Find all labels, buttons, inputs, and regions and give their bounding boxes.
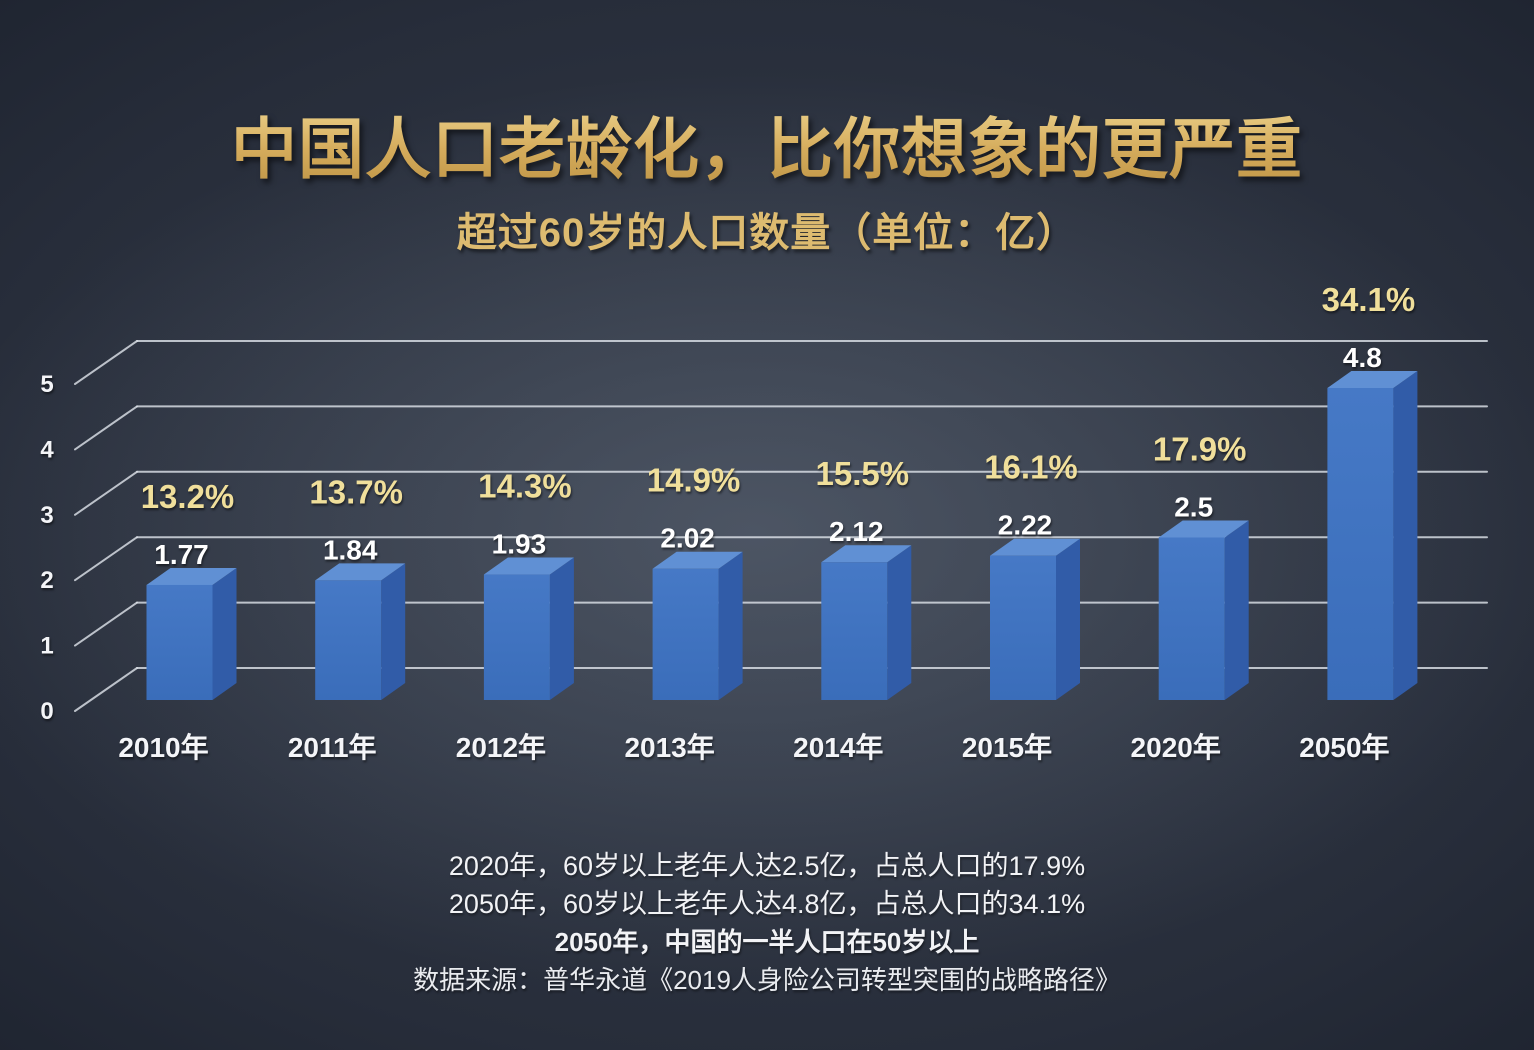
- x-axis-label: 2013年: [624, 731, 714, 763]
- grid-diagonal: [74, 340, 138, 385]
- x-axis-label: 2010年: [118, 731, 208, 763]
- grid-diagonal: [74, 667, 138, 712]
- bar-percent-label: 13.7%: [309, 473, 403, 510]
- x-axis-label: 2050年: [1299, 731, 1389, 763]
- bar-value-label: 2.22: [998, 510, 1053, 541]
- data-source-note: 数据来源：普华永道《2019人身险公司转型突围的战略路径》: [413, 965, 1121, 995]
- bar-value-label: 2.12: [829, 516, 884, 547]
- bar-side-face: [1393, 371, 1418, 700]
- grid-diagonal: [74, 405, 138, 451]
- footnote-2050: 2050年，60岁以上老年人达4.8亿，占总人口的34.1%: [448, 889, 1086, 919]
- bar: [146, 584, 213, 700]
- grid-diagonal: [74, 601, 138, 647]
- bar-percent-label: 13.2%: [141, 478, 235, 515]
- bar-percent-label: 14.3%: [478, 468, 572, 505]
- bar-value-label: 1.93: [492, 529, 547, 560]
- bar-percent-label: 15.5%: [816, 455, 910, 492]
- bar-top-face: [315, 563, 406, 581]
- bar-top-face: [821, 545, 912, 563]
- bar-value-label: 4.8: [1343, 342, 1382, 373]
- bar: [1158, 537, 1225, 700]
- footnote-half-population: 2050年，中国的一半人口在50岁以上: [554, 927, 980, 957]
- y-axis-label: 3: [40, 502, 53, 529]
- bar-side-face: [549, 557, 574, 700]
- footnote-2020: 2020年，60岁以上老年人达2.5亿，占总人口的17.9%: [448, 851, 1086, 881]
- bar: [1327, 388, 1394, 700]
- bar-top-face: [990, 538, 1080, 556]
- bar-percent-label: 16.1%: [984, 449, 1078, 486]
- grid-diagonal: [74, 470, 138, 516]
- bar-side-face: [1056, 538, 1080, 700]
- footnote-block: 2020年，60岁以上老年人达2.5亿，占总人口的17.9% 2050年，60岁…: [0, 847, 1534, 999]
- y-axis-label: 0: [40, 698, 53, 725]
- bar-top-face: [652, 551, 743, 569]
- bar-side-face: [718, 551, 743, 700]
- bar-value-label: 2.02: [660, 523, 715, 554]
- bar-top-face: [483, 557, 574, 575]
- bar-side-face: [1224, 520, 1249, 700]
- bar-side-face: [381, 563, 406, 700]
- x-axis-label: 2014年: [793, 731, 883, 763]
- x-axis-label: 2020年: [1131, 731, 1221, 763]
- y-axis-label: 2: [40, 567, 53, 594]
- bar-value-label: 1.77: [154, 539, 209, 570]
- page-title: 中国人口老龄化，比你想象的更严重: [0, 96, 1534, 192]
- bar: [483, 574, 550, 700]
- bar-side-face: [212, 567, 237, 700]
- bar-top-face: [1327, 371, 1418, 388]
- bar-side-face: [887, 545, 912, 700]
- bar-top-face: [1158, 520, 1249, 538]
- x-axis-label: 2011年: [288, 731, 377, 763]
- bar: [821, 562, 888, 700]
- bar: [315, 580, 382, 700]
- bar: [990, 555, 1056, 700]
- y-axis-label: 4: [40, 436, 54, 463]
- bar-percent-label: 34.1%: [1322, 281, 1416, 318]
- bar-value-label: 2.5: [1174, 492, 1213, 523]
- y-axis-label: 1: [40, 633, 53, 660]
- chart-subtitle: 超过60岁的人口数量（单位：亿）: [456, 211, 1078, 255]
- y-axis-label: 5: [40, 371, 53, 398]
- bar-value-label: 1.84: [323, 534, 378, 565]
- grid-diagonal: [74, 536, 138, 582]
- bar-percent-label: 17.9%: [1153, 431, 1247, 468]
- bar-percent-label: 14.9%: [647, 462, 741, 499]
- x-axis-label: 2015年: [962, 731, 1052, 763]
- bar-top-face: [146, 567, 237, 585]
- bar: [652, 568, 719, 700]
- x-axis-label: 2012年: [456, 731, 546, 763]
